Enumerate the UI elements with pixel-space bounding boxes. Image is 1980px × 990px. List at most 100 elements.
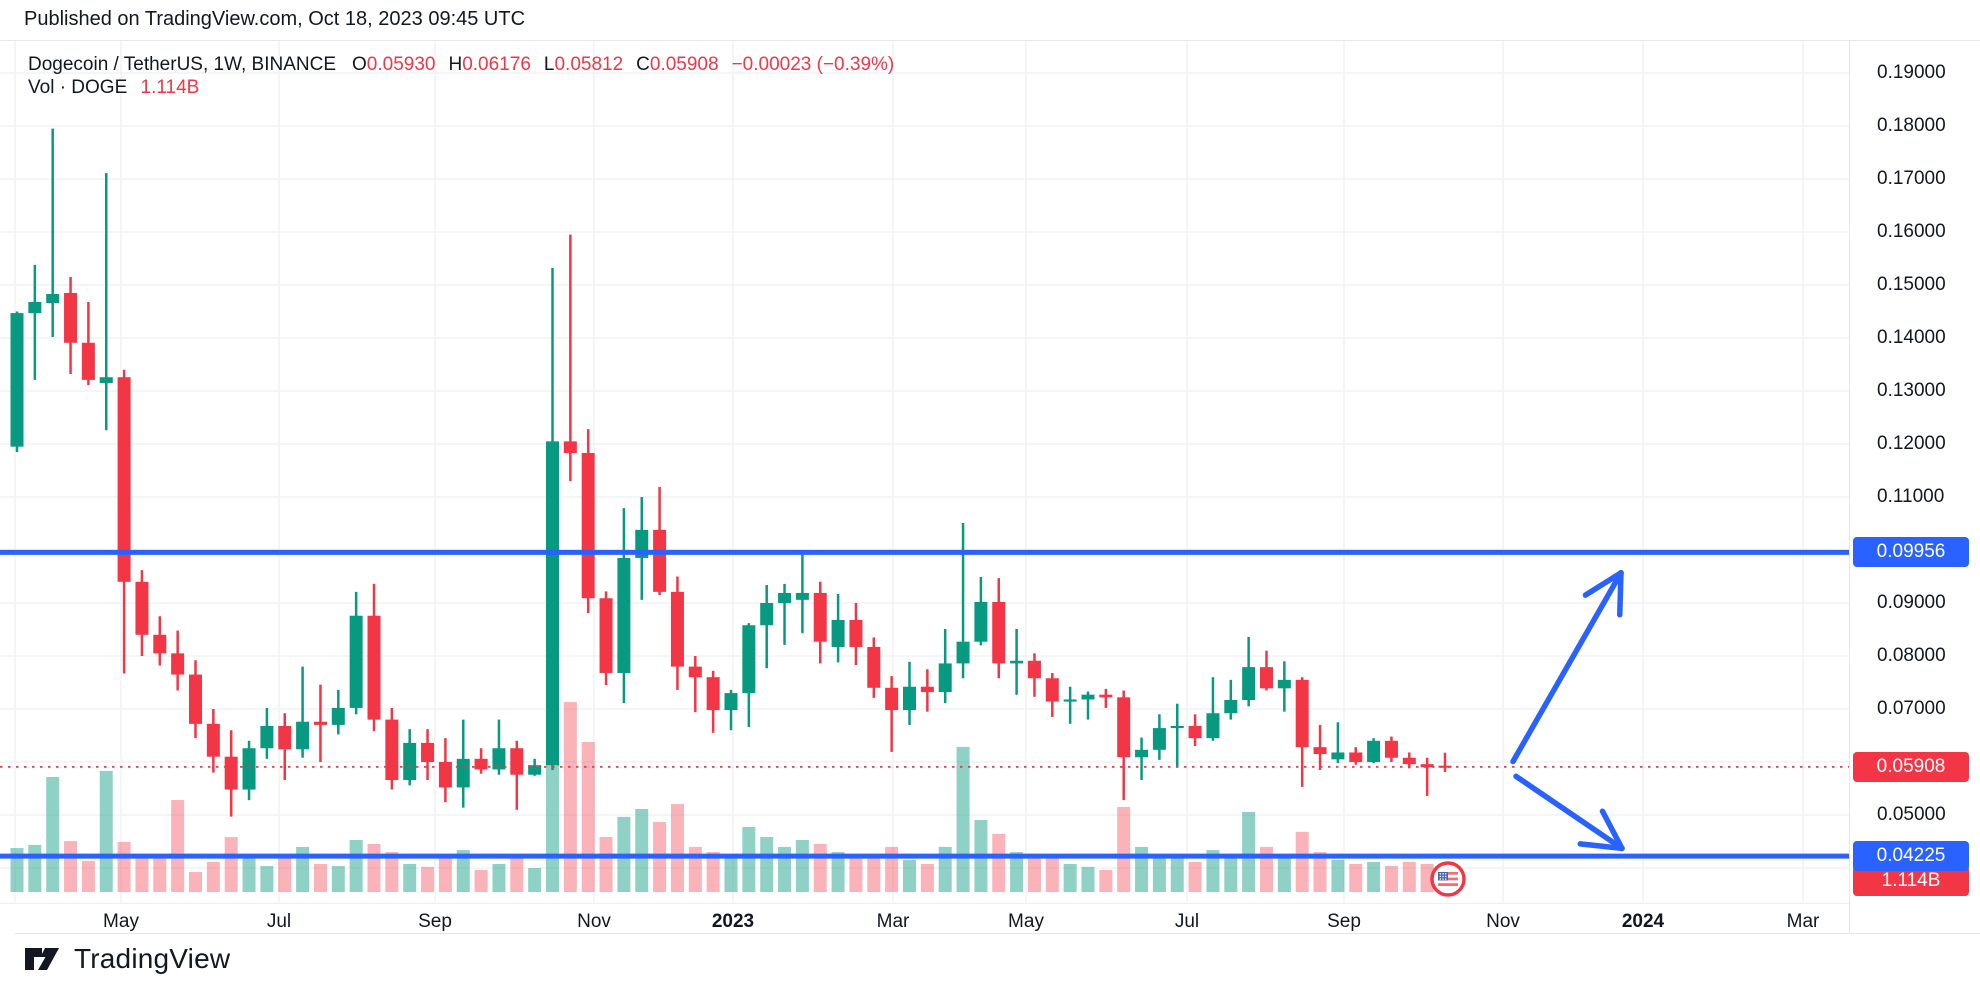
candle-body: [313, 721, 327, 725]
volume-bar: [224, 837, 238, 892]
volume-bar: [1117, 806, 1131, 892]
candle-body: [349, 615, 363, 708]
volume-bar: [474, 870, 488, 892]
ohlc-close: C0.05908: [636, 54, 719, 75]
candle-body: [224, 756, 238, 790]
volume-bar: [206, 861, 220, 892]
volume-bar: [956, 746, 970, 892]
time-tick-label: May: [103, 911, 139, 932]
volume-bar: [1170, 857, 1184, 892]
candle-body: [1384, 740, 1398, 758]
candle-body: [1206, 713, 1220, 739]
price-tick-label: 0.15000: [1877, 274, 1946, 295]
candle-body: [885, 687, 899, 711]
price-tick-label: 0.13000: [1877, 380, 1946, 401]
candle-body: [171, 653, 185, 675]
candle-body: [1402, 757, 1416, 765]
candle-body: [1331, 752, 1345, 760]
candle-body: [563, 441, 577, 454]
volume-bar: [438, 857, 452, 892]
volume-bar: [903, 859, 916, 892]
candle-body: [795, 592, 809, 600]
candle-body: [331, 707, 345, 725]
volume-bar: [456, 850, 470, 892]
volume-bar: [10, 848, 24, 892]
price-tick-label: 0.07000: [1877, 698, 1946, 719]
volume-bar: [1295, 831, 1309, 892]
candle-body: [1188, 725, 1202, 739]
price-axis-border: [1849, 40, 1850, 933]
volume-bar: [670, 804, 684, 892]
volume-bar: [331, 865, 345, 892]
trend-arrow-down[interactable]: [1513, 773, 1625, 852]
tradingview-logo-icon: [25, 948, 59, 970]
candle-body: [81, 342, 95, 380]
candle-body: [1277, 679, 1291, 689]
candle-body: [1063, 699, 1077, 702]
volume-bar: [492, 863, 506, 892]
candle-body: [1170, 725, 1184, 729]
us-flag-marker[interactable]: [1430, 861, 1466, 897]
volume-bar: [403, 863, 417, 892]
volume-bar: [1045, 854, 1059, 892]
price-tick-label: 0.14000: [1877, 327, 1946, 348]
volume-bar: [1367, 861, 1381, 892]
candle-body: [1420, 764, 1434, 768]
volume-bar: [1420, 863, 1434, 892]
volume-bar: [28, 844, 42, 892]
candle-body: [546, 441, 559, 766]
volume-bar: [1152, 854, 1166, 892]
time-tick-label: Mar: [1786, 911, 1820, 932]
candle-body: [528, 765, 542, 775]
candle-body: [724, 693, 738, 711]
candle-body: [492, 748, 506, 770]
candle-body: [688, 666, 702, 678]
volume-bar: [831, 852, 845, 892]
volume-bar: [706, 852, 720, 892]
volume-bar: [349, 839, 363, 892]
price-tick-label: 0.08000: [1877, 645, 1946, 666]
candle-body: [278, 725, 292, 750]
candle-body: [1010, 660, 1024, 664]
candle-body: [189, 674, 202, 724]
candle-body: [28, 301, 42, 314]
volume-bar: [795, 839, 809, 892]
volume-bar: [1331, 859, 1345, 892]
volume-bar: [153, 857, 167, 892]
candle-body: [653, 529, 667, 592]
volume-bar: [313, 863, 327, 892]
volume-label: Vol · DOGE: [28, 77, 128, 98]
volume-bar: [1188, 861, 1202, 892]
volume-bar: [99, 770, 113, 892]
volume-last-value: 1.114B: [140, 77, 200, 98]
candle-body: [153, 634, 167, 654]
volume-bar: [813, 843, 827, 892]
volume-bar: [1063, 863, 1077, 892]
candle-body: [760, 603, 774, 626]
volume-bar: [724, 857, 738, 892]
volume-bar: [992, 833, 1006, 892]
candle-body: [99, 377, 113, 384]
tradingview-logo[interactable]: TradingView: [24, 942, 230, 976]
candle-body: [742, 625, 756, 694]
level-label-lower: 0.04225: [1853, 841, 1969, 872]
volume-bar: [599, 837, 613, 892]
volume-bar: [367, 843, 381, 892]
candle-body: [367, 615, 381, 720]
candle-body: [706, 677, 720, 711]
time-tick-label: Jul: [266, 911, 292, 932]
volume-bar: [581, 741, 595, 892]
candle-body: [135, 581, 149, 635]
candle-body: [849, 619, 863, 647]
price-tick-label: 0.05000: [1877, 804, 1946, 825]
volume-bar: [117, 841, 131, 892]
volume-bar: [242, 857, 256, 892]
trend-arrow-up[interactable]: [1510, 570, 1624, 765]
pane-bottom-border: [0, 903, 1849, 904]
level-label-upper: 0.09956: [1853, 537, 1969, 568]
time-tick-label: Mar: [876, 911, 910, 932]
candle-body: [1117, 697, 1131, 758]
volume-bar: [528, 867, 542, 892]
